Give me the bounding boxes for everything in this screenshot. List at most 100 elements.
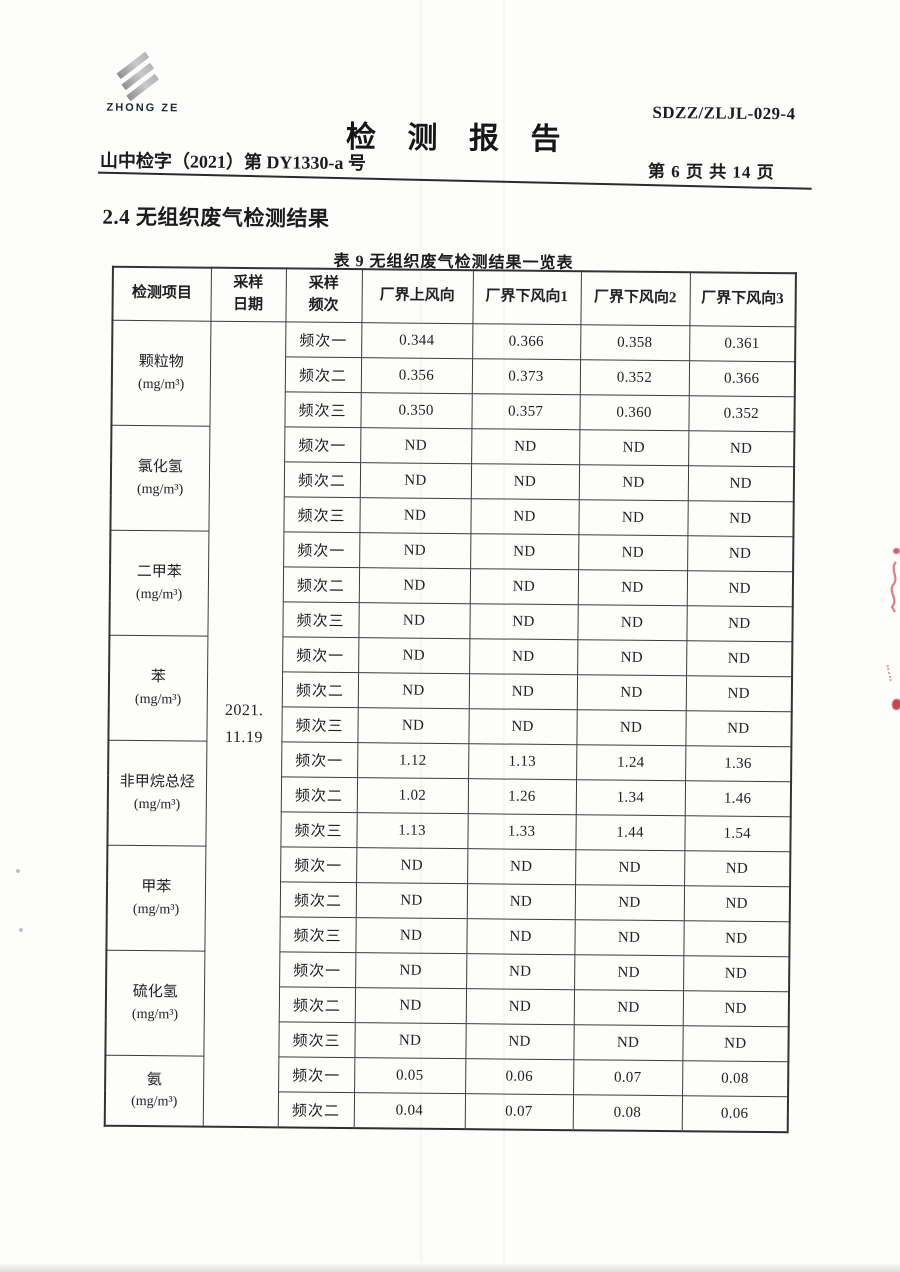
frequency-cell: 频次三 [281, 706, 358, 743]
value-cell: ND [682, 990, 790, 1027]
column-header-upwind: 厂界上风向 [361, 269, 473, 324]
frequency-cell: 频次三 [279, 916, 356, 953]
value-cell: 1.24 [576, 744, 686, 781]
red-stamp-edge-mark [893, 548, 900, 554]
value-cell: ND [466, 918, 575, 955]
results-table: 检测项目 采样 日期 采样 频次 厂界上风向 厂界下风向1 厂界下风向2 厂界下… [103, 265, 797, 1134]
item-cell: 非甲烷总烃 (mg/m³) [107, 740, 207, 847]
brand-logo: ZHONG ZE [100, 50, 191, 117]
value-cell: 1.12 [357, 742, 469, 779]
value-cell: ND [358, 637, 470, 674]
value-cell: ND [573, 989, 684, 1026]
scan-speck [19, 928, 23, 932]
value-cell: 1.33 [467, 813, 576, 850]
red-stamp-edge-mark [892, 699, 900, 710]
sample-date-cell: 2021. 11.19 [202, 321, 286, 1128]
value-cell: 0.360 [579, 394, 689, 431]
value-cell: ND [468, 673, 578, 710]
value-cell: 0.350 [360, 392, 472, 429]
value-cell: ND [469, 603, 578, 640]
value-cell: 0.358 [580, 324, 690, 361]
value-cell: 0.366 [472, 323, 581, 360]
value-cell: ND [577, 569, 688, 606]
value-cell: ND [466, 883, 576, 920]
value-cell: ND [355, 917, 467, 954]
value-cell: 1.13 [468, 743, 577, 780]
value-cell: ND [578, 534, 688, 571]
value-cell: ND [465, 1023, 574, 1060]
frequency-cell: 频次三 [283, 496, 360, 533]
frequency-cell: 频次三 [280, 811, 357, 848]
item-cell: 氨 (mg/m³) [104, 1055, 204, 1127]
value-cell: ND [469, 568, 579, 605]
value-cell: 0.08 [682, 1060, 789, 1097]
frequency-cell: 频次二 [278, 986, 356, 1023]
value-cell: ND [468, 708, 577, 745]
frequency-cell: 频次一 [280, 846, 357, 883]
value-cell: ND [359, 532, 471, 569]
value-cell: 1.26 [467, 778, 577, 815]
column-header-downwind-1: 厂界下风向1 [472, 270, 581, 325]
value-cell: 0.08 [572, 1094, 683, 1132]
value-cell: ND [354, 1022, 466, 1059]
value-cell: ND [683, 955, 790, 992]
table-row: 颗粒物 (mg/m³) 2021. 11.19 频次一 0.344 0.366 0.358 0.… [111, 320, 796, 1128]
value-cell: ND [469, 638, 578, 675]
value-cell: ND [682, 1025, 789, 1062]
value-cell: ND [354, 987, 467, 1024]
frequency-cell: 频次一 [284, 426, 361, 463]
value-cell: ND [355, 952, 467, 989]
value-cell: ND [471, 428, 580, 465]
value-cell: 0.04 [353, 1092, 466, 1130]
value-cell: ND [687, 465, 795, 502]
value-cell: 0.352 [688, 395, 795, 432]
red-stamp-edge-mark [890, 561, 897, 613]
frequency-cell: 频次三 [282, 601, 359, 638]
scan-speck [16, 869, 20, 873]
frequency-cell: 频次二 [277, 1091, 355, 1129]
frequency-cell: 频次一 [283, 531, 360, 568]
value-cell: ND [686, 640, 793, 677]
value-cell: 0.344 [361, 322, 473, 359]
value-cell: ND [683, 885, 791, 922]
value-cell: 1.13 [356, 812, 468, 849]
value-cell: ND [573, 1024, 683, 1061]
value-cell: 0.06 [465, 1058, 574, 1095]
column-header-downwind-3: 厂界下风向3 [689, 272, 796, 327]
value-cell: ND [577, 639, 687, 676]
value-cell: ND [686, 570, 794, 607]
value-cell: 0.357 [471, 393, 580, 430]
value-cell: ND [356, 847, 468, 884]
value-cell: ND [579, 429, 689, 466]
item-cell: 苯 (mg/m³) [108, 635, 208, 742]
value-cell: ND [574, 919, 684, 956]
value-cell: ND [687, 500, 794, 537]
frequency-cell: 频次三 [278, 1021, 355, 1058]
value-cell: ND [470, 533, 579, 570]
value-cell: 0.07 [573, 1059, 683, 1096]
value-cell: ND [467, 848, 576, 885]
value-cell: 0.361 [689, 325, 796, 362]
value-cell: ND [688, 430, 795, 467]
value-cell: ND [577, 604, 687, 641]
red-stamp-edge-mark [886, 662, 900, 682]
scan-crease [503, 0, 505, 1262]
value-cell: 0.07 [464, 1093, 574, 1131]
value-cell: ND [574, 954, 684, 991]
value-cell: ND [687, 535, 794, 572]
item-cell: 二甲苯 (mg/m³) [109, 530, 209, 637]
item-cell: 颗粒物 (mg/m³) [111, 320, 211, 427]
value-cell: 1.54 [684, 815, 791, 852]
value-cell: ND [578, 464, 689, 501]
value-cell: ND [578, 499, 688, 536]
value-cell: ND [684, 850, 791, 887]
value-cell: 0.352 [579, 359, 690, 396]
zhongze-logo-icon [101, 50, 191, 102]
frequency-cell: 频次二 [280, 776, 358, 813]
frequency-cell: 频次二 [281, 671, 359, 708]
value-cell: ND [360, 427, 472, 464]
value-cell: 0.373 [471, 358, 581, 395]
scan-bottom-edge [0, 1264, 900, 1272]
value-cell: ND [575, 849, 685, 886]
